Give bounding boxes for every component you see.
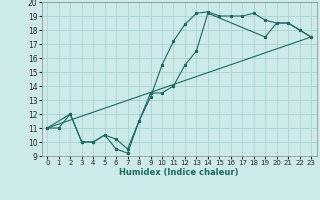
X-axis label: Humidex (Indice chaleur): Humidex (Indice chaleur) (119, 168, 239, 177)
